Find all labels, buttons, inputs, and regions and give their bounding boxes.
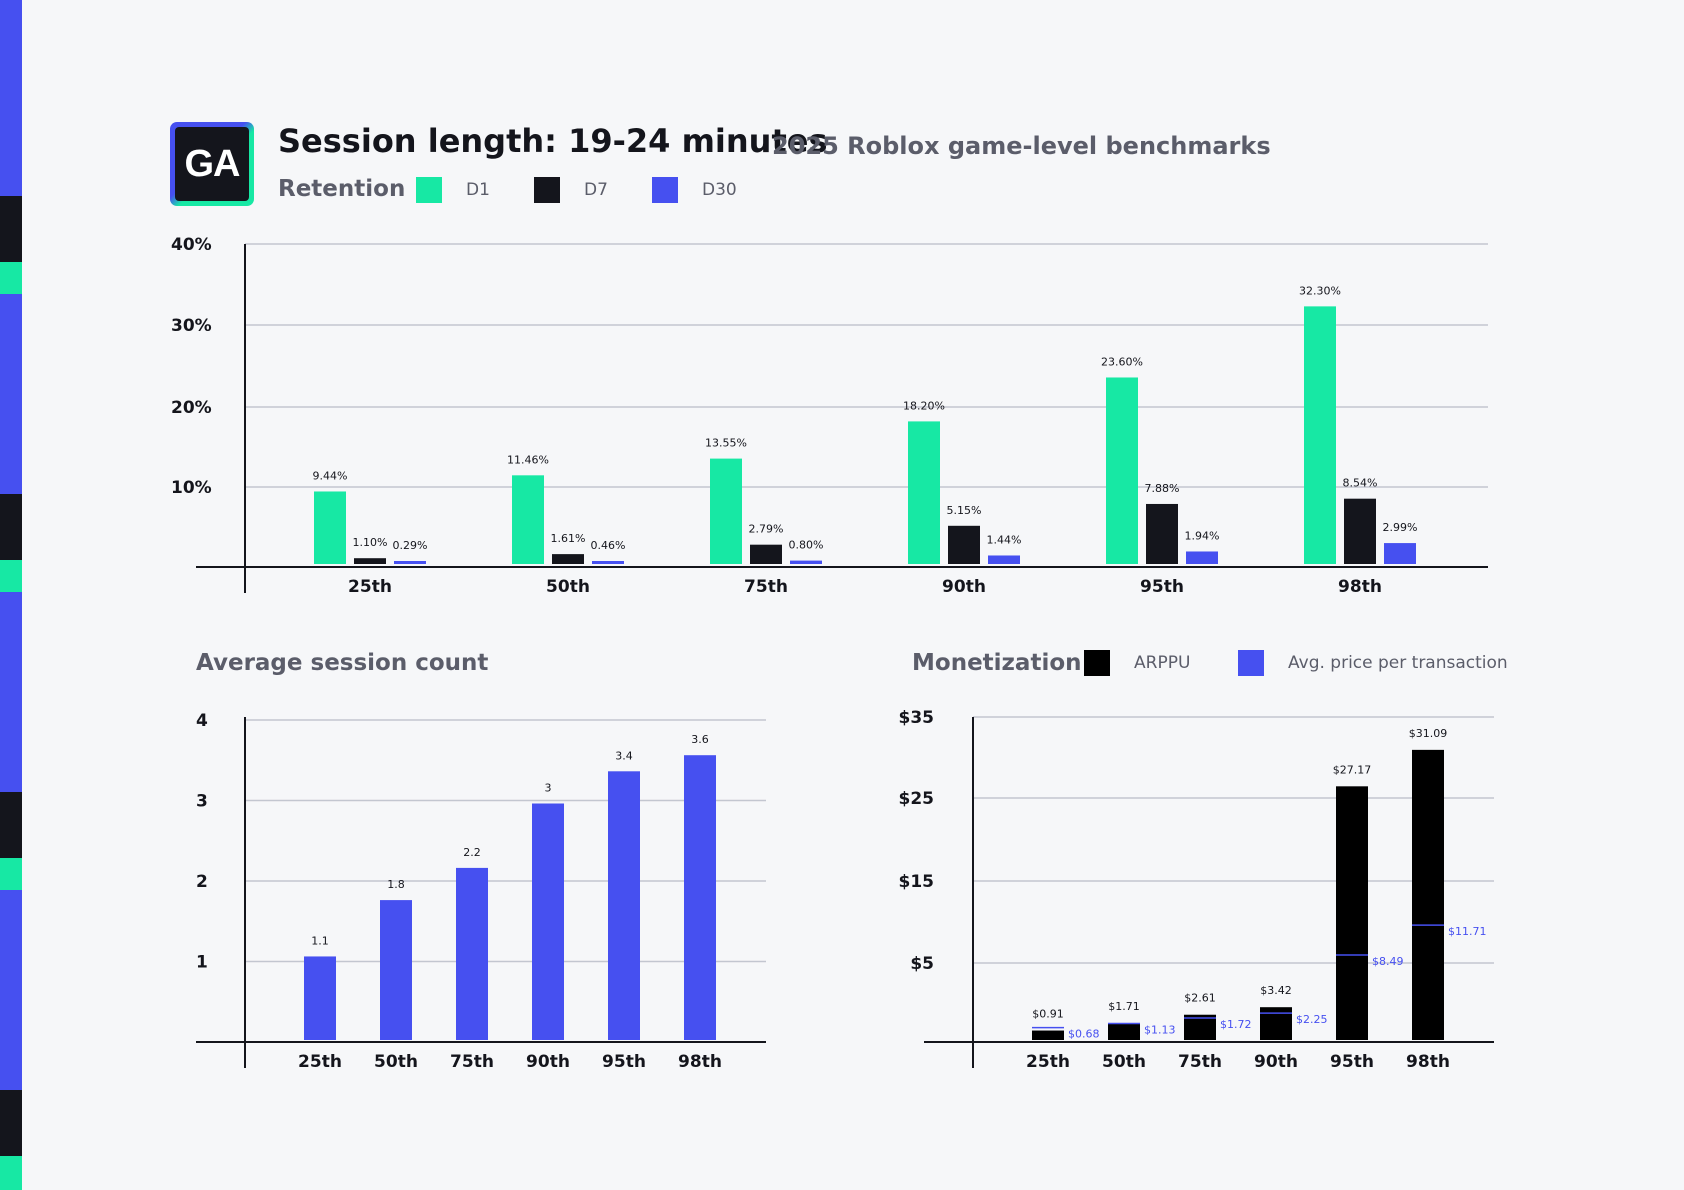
retention-y-tick-label: 30% — [171, 316, 212, 336]
page-subtitle: 2025 Roblox game-level benchmarks — [772, 132, 1271, 160]
legend-swatch-avg-price — [1238, 650, 1264, 676]
retention-bar-d7 — [750, 544, 782, 564]
logo-text: GA — [175, 127, 249, 201]
stripe-green — [0, 858, 22, 890]
retention-data-label: 11.46% — [507, 453, 549, 466]
retention-data-label: 23.60% — [1101, 355, 1143, 368]
retention-bar-d30 — [1384, 543, 1416, 564]
stripe-blue — [0, 294, 22, 494]
stripe-dark — [0, 792, 22, 858]
retention-data-label: 5.15% — [947, 504, 982, 517]
stripe-dark — [0, 494, 22, 560]
stripe-green — [0, 560, 22, 592]
retention-x-tick-label: 98th — [1338, 577, 1382, 597]
retention-y-tick-label: 10% — [171, 478, 212, 498]
retention-y-tick-label: 40% — [171, 235, 212, 255]
legend-d30: D30 — [652, 177, 737, 203]
retention-bar-d1 — [1304, 306, 1336, 564]
legend-label-d30: D30 — [702, 180, 737, 200]
retention-x-tick-label: 95th — [1140, 577, 1184, 597]
legend-label-arppu: ARPPU — [1134, 653, 1191, 673]
retention-data-label: 8.54% — [1343, 477, 1378, 490]
legend-arppu: ARPPU — [1084, 650, 1190, 676]
stripe-blue — [0, 890, 22, 1090]
stripe-dark — [0, 196, 22, 262]
retention-bar-d30 — [988, 555, 1020, 564]
retention-bar-d7 — [948, 525, 980, 564]
retention-data-label: 0.46% — [591, 539, 626, 552]
retention-bar-d7 — [1344, 498, 1376, 564]
stripe-green — [0, 1156, 22, 1190]
retention-bar-d30 — [592, 561, 624, 564]
retention-data-label: 1.61% — [551, 532, 586, 545]
retention-data-label: 7.88% — [1145, 482, 1180, 495]
retention-data-label: 0.29% — [393, 539, 428, 552]
legend-swatch-d1 — [416, 177, 442, 203]
stripe-blue — [0, 0, 22, 196]
session-count-label: Average session count — [196, 650, 489, 676]
page-title: Session length: 19-24 minutes — [278, 122, 828, 160]
retention-bar-d30 — [1186, 551, 1218, 564]
retention-bar-d7 — [354, 558, 386, 564]
retention-y-tick-label: 20% — [171, 398, 212, 418]
retention-x-tick-label: 75th — [744, 577, 788, 597]
retention-data-label: 2.99% — [1383, 521, 1418, 534]
stripe-green — [0, 262, 22, 294]
legend-avg-price: Avg. price per transaction — [1238, 650, 1508, 676]
retention-x-tick-label: 50th — [546, 577, 590, 597]
legend-label-d1: D1 — [466, 180, 490, 200]
legend-swatch-d7 — [534, 177, 560, 203]
monetization-label: Monetization — [912, 650, 1082, 676]
retention-bar-d30 — [394, 561, 426, 564]
ga-logo: GA — [170, 122, 254, 206]
legend-swatch-d30 — [652, 177, 678, 203]
legend-swatch-arppu — [1084, 650, 1110, 676]
retention-data-label: 9.44% — [313, 469, 348, 482]
retention-label: Retention — [278, 176, 406, 202]
retention-data-label: 1.94% — [1185, 529, 1220, 542]
retention-data-label: 18.20% — [903, 399, 945, 412]
retention-data-label: 13.55% — [705, 437, 747, 450]
retention-bar-d1 — [314, 491, 346, 564]
retention-bar-d1 — [908, 421, 940, 564]
retention-data-label: 2.79% — [749, 523, 784, 536]
retention-bar-d1 — [710, 458, 742, 564]
retention-bar-d30 — [790, 560, 822, 564]
retention-bar-d1 — [1106, 377, 1138, 564]
legend-d1: D1 — [416, 177, 490, 203]
retention-data-label: 1.10% — [353, 536, 388, 549]
retention-data-label: 32.30% — [1299, 284, 1341, 297]
legend-label-avg-price: Avg. price per transaction — [1288, 653, 1508, 673]
stripe-blue — [0, 592, 22, 792]
legend-label-d7: D7 — [584, 180, 608, 200]
retention-x-tick-label: 90th — [942, 577, 986, 597]
retention-bar-d1 — [512, 475, 544, 564]
retention-bar-d7 — [552, 554, 584, 564]
legend-d7: D7 — [534, 177, 608, 203]
retention-data-label: 1.44% — [987, 533, 1022, 546]
retention-data-label: 0.80% — [789, 539, 824, 552]
sidebar-stripe — [0, 0, 22, 1190]
retention-bar-d7 — [1146, 503, 1178, 564]
retention-x-tick-label: 25th — [348, 577, 392, 597]
stripe-dark — [0, 1090, 22, 1156]
